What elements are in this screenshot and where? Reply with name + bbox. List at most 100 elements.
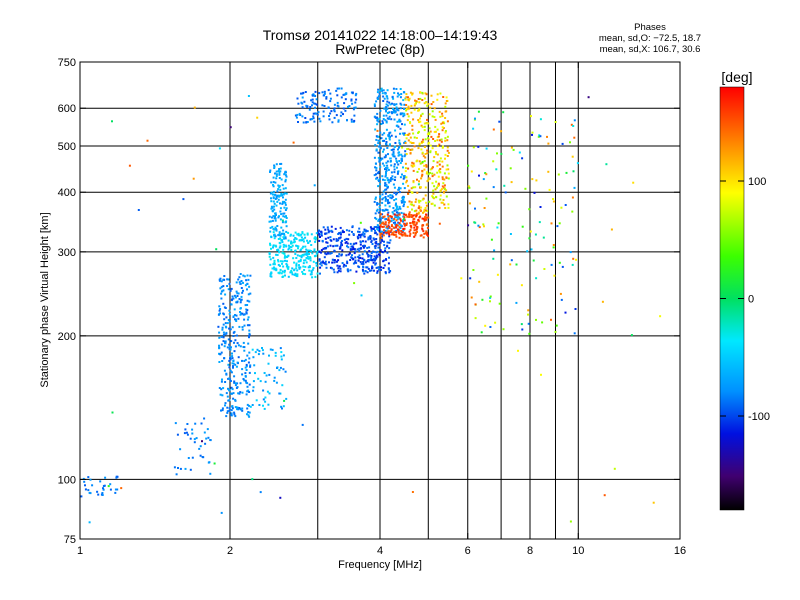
data-point — [372, 250, 374, 253]
data-point — [427, 103, 430, 106]
data-point — [239, 345, 242, 348]
data-point — [374, 216, 377, 219]
data-point — [395, 193, 398, 196]
data-point — [379, 235, 382, 238]
data-point — [395, 204, 398, 207]
data-point — [483, 207, 486, 209]
data-point — [534, 233, 537, 236]
data-point — [301, 270, 304, 273]
data-point — [302, 121, 305, 124]
data-point — [419, 234, 422, 237]
data-point — [444, 131, 447, 134]
data-point — [275, 175, 278, 177]
data-point — [375, 218, 378, 221]
data-point — [424, 194, 427, 197]
data-point — [426, 122, 429, 125]
data-point — [389, 194, 392, 197]
data-point — [283, 215, 286, 218]
data-point — [377, 151, 380, 154]
data-point — [306, 121, 309, 123]
data-point — [412, 169, 415, 172]
data-point — [411, 208, 413, 211]
data-point — [398, 153, 401, 156]
data-point — [320, 231, 323, 234]
data-point — [293, 274, 296, 276]
data-point — [416, 226, 419, 229]
data-point — [381, 198, 384, 201]
data-point — [279, 260, 282, 263]
data-point — [271, 206, 274, 209]
data-point — [227, 278, 230, 281]
data-point — [414, 232, 417, 235]
data-point — [360, 262, 363, 265]
data-point — [382, 150, 384, 153]
data-point — [219, 353, 222, 356]
data-point — [429, 130, 432, 133]
data-point — [418, 142, 421, 145]
data-point — [230, 409, 233, 412]
data-point — [278, 264, 281, 267]
data-point — [274, 172, 276, 175]
data-point — [403, 132, 406, 135]
data-point — [432, 192, 435, 195]
data-point — [230, 413, 233, 416]
data-point — [241, 373, 244, 376]
data-point — [317, 229, 320, 232]
data-point — [630, 334, 633, 337]
data-point — [388, 101, 391, 104]
data-point — [291, 267, 294, 270]
data-point — [405, 213, 408, 216]
data-point — [282, 229, 285, 232]
data-point — [353, 252, 356, 255]
data-point — [395, 106, 398, 109]
data-point — [399, 162, 402, 164]
data-point — [390, 164, 393, 167]
data-point — [438, 222, 441, 225]
data-point — [382, 190, 385, 193]
data-point — [405, 222, 408, 225]
data-point — [278, 168, 281, 170]
data-point — [387, 227, 390, 230]
data-point — [424, 92, 427, 95]
data-point — [193, 106, 196, 109]
data-point — [409, 152, 412, 155]
data-point — [290, 269, 293, 272]
x-tick-label: 1 — [77, 545, 83, 557]
data-point — [418, 205, 421, 208]
data-point — [401, 112, 404, 115]
y-tick-label: 100 — [58, 474, 76, 486]
data-point — [384, 196, 387, 198]
data-point — [280, 178, 283, 181]
data-point — [400, 233, 403, 236]
data-point — [319, 236, 321, 238]
data-point — [424, 153, 427, 155]
data-point — [395, 209, 398, 212]
data-point — [444, 139, 447, 142]
data-point — [383, 139, 386, 142]
data-point — [569, 141, 571, 144]
data-point — [313, 184, 316, 187]
data-point — [359, 241, 362, 244]
data-point — [469, 202, 471, 205]
data-point — [296, 245, 299, 248]
data-point — [107, 485, 110, 488]
data-point — [234, 384, 237, 387]
data-point — [217, 325, 220, 328]
data-point — [324, 260, 327, 263]
data-point — [529, 230, 532, 233]
data-point — [342, 231, 345, 233]
data-point — [234, 296, 237, 299]
data-point — [283, 269, 286, 272]
data-point — [492, 128, 495, 131]
data-point — [269, 275, 272, 278]
data-point — [659, 315, 662, 318]
data-point — [332, 238, 335, 241]
data-point — [273, 261, 276, 264]
data-point — [352, 248, 355, 251]
data-point — [285, 171, 287, 174]
data-point — [271, 348, 274, 351]
data-point — [428, 177, 431, 180]
data-point — [282, 354, 285, 357]
data-point — [377, 185, 380, 188]
data-point — [494, 321, 497, 324]
